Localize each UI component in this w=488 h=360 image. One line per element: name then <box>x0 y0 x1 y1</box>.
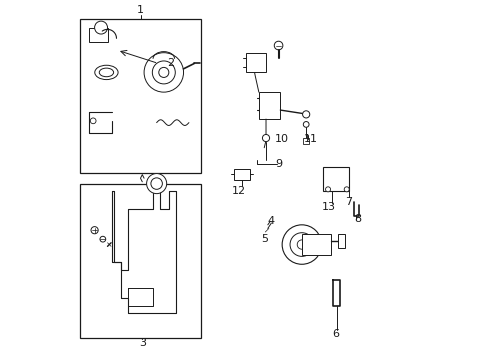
Text: 6: 6 <box>332 329 339 339</box>
Text: 9: 9 <box>274 159 282 169</box>
Text: 1: 1 <box>137 5 143 15</box>
Text: 4: 4 <box>267 216 274 226</box>
Circle shape <box>159 67 168 77</box>
Circle shape <box>144 53 183 92</box>
Text: 3: 3 <box>139 338 145 348</box>
Bar <box>258 92 280 119</box>
Text: 5: 5 <box>260 234 267 244</box>
Circle shape <box>325 187 330 192</box>
Circle shape <box>91 226 98 234</box>
Bar <box>88 28 108 42</box>
Circle shape <box>151 178 162 189</box>
Circle shape <box>94 21 107 34</box>
Circle shape <box>289 233 313 256</box>
Circle shape <box>262 134 269 141</box>
Bar <box>301 234 330 255</box>
Circle shape <box>90 118 96 124</box>
Circle shape <box>146 174 166 194</box>
Bar <box>233 168 249 180</box>
Ellipse shape <box>99 68 113 77</box>
Circle shape <box>282 225 321 264</box>
Circle shape <box>152 61 175 84</box>
Circle shape <box>302 111 309 118</box>
Text: 2: 2 <box>167 58 174 68</box>
Text: 11: 11 <box>303 134 317 144</box>
Text: 10: 10 <box>275 134 288 144</box>
Text: 8: 8 <box>353 215 360 224</box>
Circle shape <box>344 187 348 192</box>
Circle shape <box>100 236 105 242</box>
Bar <box>323 167 348 191</box>
Ellipse shape <box>95 65 118 80</box>
Bar <box>80 19 201 173</box>
Bar <box>80 184 201 338</box>
Text: 13: 13 <box>321 202 335 212</box>
Bar <box>337 234 344 248</box>
Text: 7: 7 <box>344 197 351 207</box>
Circle shape <box>297 240 306 249</box>
Bar <box>303 138 309 144</box>
Circle shape <box>274 41 282 50</box>
Text: 12: 12 <box>232 186 245 196</box>
Bar <box>246 53 265 72</box>
Circle shape <box>303 122 308 127</box>
